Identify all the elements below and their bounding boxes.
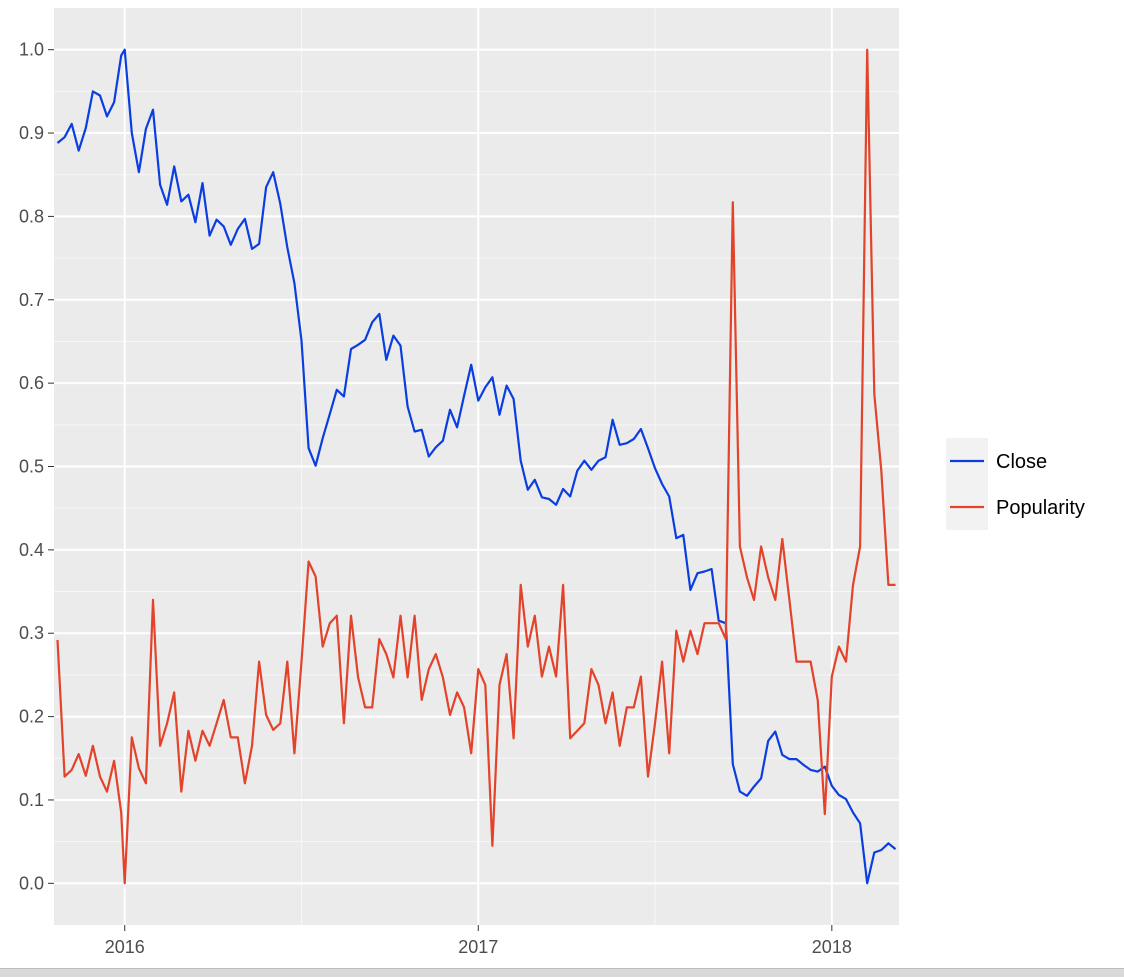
y-tick-label: 0.7 xyxy=(19,290,44,310)
y-axis: 0.0 0.1 0.2 0.3 0.4 0.5 0.6 0.7 0.8 0.9 1.0 xyxy=(19,40,54,893)
y-tick-label: 1.0 xyxy=(19,40,44,60)
legend: Close Popularity xyxy=(946,438,1085,530)
y-tick-label: 0.8 xyxy=(19,206,44,226)
y-tick-label: 0.4 xyxy=(19,540,44,560)
y-tick-label: 0.0 xyxy=(19,873,44,893)
major-gridlines xyxy=(54,8,899,925)
y-tick-label: 0.6 xyxy=(19,373,44,393)
legend-label-popularity: Popularity xyxy=(996,497,1085,519)
series-line-close xyxy=(56,48,897,885)
x-tick-label: 2018 xyxy=(812,937,852,957)
x-axis: 2016 2017 2018 xyxy=(105,925,852,957)
x-tick-label: 2017 xyxy=(458,937,498,957)
y-tick-label: 0.1 xyxy=(19,790,44,810)
series-layer xyxy=(56,48,897,885)
y-tick-label: 0.2 xyxy=(19,707,44,727)
y-tick-label: 0.5 xyxy=(19,457,44,477)
y-tick-label: 0.3 xyxy=(19,623,44,643)
legend-label-close: Close xyxy=(996,451,1047,473)
series-line-popularity xyxy=(56,48,896,885)
y-tick-label: 0.9 xyxy=(19,123,44,143)
window-bottom-edge xyxy=(0,968,1124,977)
x-tick-label: 2016 xyxy=(105,937,145,957)
